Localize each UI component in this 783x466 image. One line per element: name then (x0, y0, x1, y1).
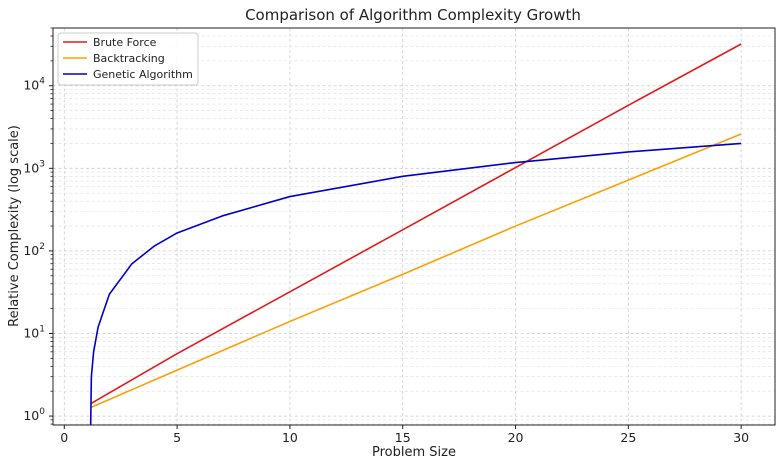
legend-label-2: Genetic Algorithm (93, 68, 193, 81)
y-tick-label-3: 103 (23, 159, 45, 175)
x-axis-label: Problem Size (372, 445, 456, 460)
x-tick-label-1: 5 (173, 430, 181, 445)
legend-label-1: Backtracking (93, 52, 165, 65)
legend-label-0: Brute Force (93, 36, 157, 49)
y-axis-ticks: 100 101 102 103 104 (23, 27, 53, 425)
series-line-2 (89, 142, 742, 426)
x-tick-label-0: 0 (60, 430, 68, 445)
x-tick-label-6: 30 (733, 430, 749, 445)
x-tick-label-3: 15 (395, 430, 411, 445)
series-line-0 (90, 43, 742, 404)
y-tick-label-4: 104 (23, 77, 45, 93)
grid (53, 27, 775, 425)
x-tick-label-5: 25 (620, 430, 636, 445)
y-tick-label-0: 100 (23, 407, 45, 423)
legend: Brute Force Backtracking Genetic Algorithm (57, 32, 199, 86)
series-lines (89, 43, 742, 426)
series-line-1 (91, 133, 742, 408)
x-tick-label-4: 20 (508, 430, 524, 445)
y-tick-label-2: 102 (23, 242, 45, 258)
y-axis-label: Relative Complexity (log scale) (7, 125, 22, 327)
legend-box (57, 32, 199, 86)
plot-frame (52, 27, 776, 426)
chart-title: Comparison of Algorithm Complexity Growt… (245, 6, 581, 24)
x-tick-label-2: 10 (282, 430, 298, 445)
y-tick-label-1: 101 (23, 324, 45, 340)
x-axis-ticks: 0 5 10 15 20 25 30 (60, 425, 749, 445)
